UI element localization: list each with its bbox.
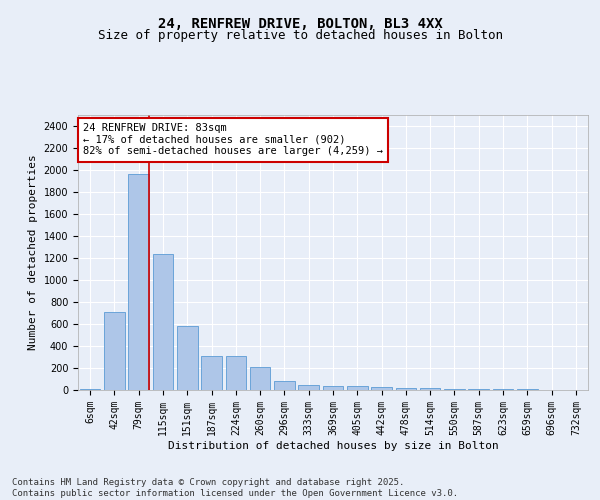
- Bar: [420, 388, 440, 390]
- Bar: [250, 368, 271, 390]
- Bar: [80, 389, 100, 390]
- Bar: [395, 388, 416, 390]
- Text: 24 RENFREW DRIVE: 83sqm
← 17% of detached houses are smaller (902)
82% of semi-d: 24 RENFREW DRIVE: 83sqm ← 17% of detache…: [83, 123, 383, 156]
- Bar: [323, 386, 343, 390]
- Text: Contains HM Land Registry data © Crown copyright and database right 2025.
Contai: Contains HM Land Registry data © Crown c…: [12, 478, 458, 498]
- Bar: [152, 254, 173, 390]
- Bar: [104, 312, 125, 390]
- Text: Size of property relative to detached houses in Bolton: Size of property relative to detached ho…: [97, 29, 503, 42]
- Bar: [371, 386, 392, 390]
- X-axis label: Distribution of detached houses by size in Bolton: Distribution of detached houses by size …: [167, 440, 499, 450]
- Bar: [517, 389, 538, 390]
- Bar: [226, 356, 246, 390]
- Bar: [347, 386, 368, 390]
- Bar: [274, 381, 295, 390]
- Bar: [128, 174, 149, 390]
- Y-axis label: Number of detached properties: Number of detached properties: [28, 154, 38, 350]
- Bar: [298, 385, 319, 390]
- Bar: [177, 326, 197, 390]
- Bar: [201, 356, 222, 390]
- Bar: [444, 389, 465, 390]
- Text: 24, RENFREW DRIVE, BOLTON, BL3 4XX: 24, RENFREW DRIVE, BOLTON, BL3 4XX: [158, 18, 442, 32]
